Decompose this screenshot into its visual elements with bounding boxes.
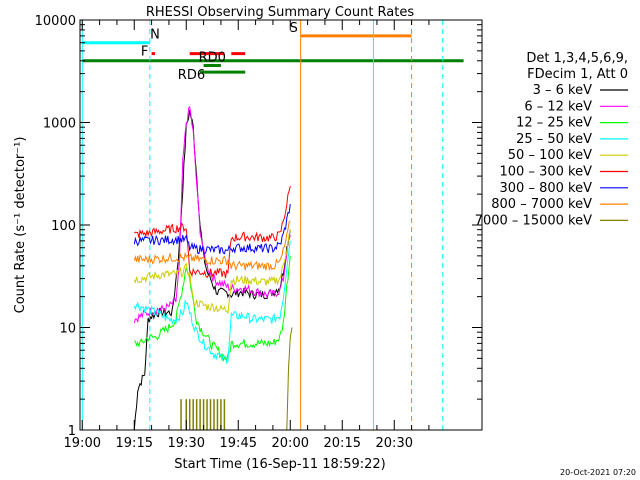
series-line-7 [133,220,291,271]
y-tick-label-3: 1000 [43,117,76,132]
y-tick-label-4: 10000 [35,14,76,29]
legend-label-1: 6 – 12 keV [524,99,592,114]
series-line-0 [133,109,291,431]
x-tick-label-6: 20:30 [376,436,413,451]
flag-label-5: RD0 [199,50,226,65]
x-tick-label-2: 19:30 [168,436,205,451]
legend-label-5: 100 – 300 keV [500,165,593,180]
series-line-3 [133,240,291,364]
flag-bars [82,34,464,74]
legend-label-6: 300 – 800 keV [500,181,593,196]
series-line-6 [133,204,291,255]
series-line-8 [286,327,293,431]
series-line-2 [134,255,291,362]
legend-header-1: FDecim 1, Att 0 [527,67,628,82]
series-line-4 [133,229,291,315]
series-lines [133,105,293,431]
legend: Det 1,3,4,5,6,9,FDecim 1, Att 03 – 6 keV… [475,51,628,228]
flag-labels: N S F RD0 RD6 [141,21,298,83]
x-tick-label-1: 19:15 [116,436,153,451]
legend-label-3: 25 – 50 keV [516,132,592,147]
legend-label-2: 12 – 25 keV [516,116,592,131]
chart-title: RHESSI Observing Summary Count Rates [146,5,415,20]
flag-label-0: N [150,28,160,43]
x-tick-label-0: 19:00 [64,436,101,451]
x-axis-title: Start Time (16-Sep-11 18:59:22) [174,457,385,472]
legend-header-0: Det 1,3,4,5,6,9, [526,51,628,66]
series-line-5 [134,185,291,279]
x-tick-label-5: 20:15 [324,436,361,451]
flag-label-2: F [141,45,148,60]
footer-timestamp: 20-Oct-2021 07:20 [560,468,636,477]
legend-label-8: 7000 – 15000 keV [475,213,592,228]
x-tick-label-3: 19:45 [220,436,257,451]
series-line-1 [133,105,291,324]
y-tick-label-1: 10 [59,322,76,337]
y-axis: 1 10 100 1000 10000 [35,14,482,439]
y-tick-label-0: 1 [68,424,76,439]
legend-label-0: 3 – 6 keV [533,83,593,98]
y-axis-title: Count Rate (s⁻¹ detector⁻¹) [13,137,28,314]
y-tick-label-2: 100 [51,219,76,234]
legend-label-7: 800 – 7000 keV [491,197,592,212]
x-tick-label-4: 20:00 [272,436,309,451]
flag-label-1: S [290,21,298,36]
flag-label-6: RD6 [178,68,205,83]
x-axis: 19:00 19:15 19:30 19:45 20:00 20:15 20:30 [64,20,430,451]
legend-label-4: 50 – 100 keV [508,148,592,163]
